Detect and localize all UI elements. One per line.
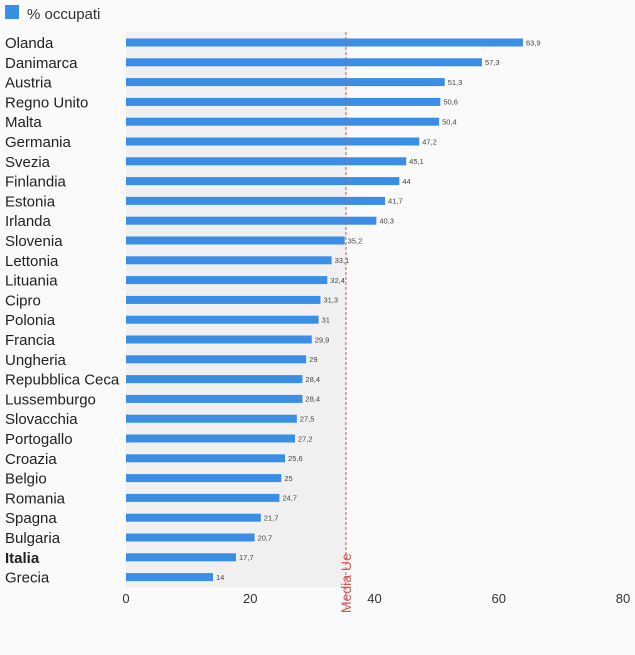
bar: [126, 58, 482, 67]
category-label: Cipro: [5, 292, 41, 309]
category-label: Grecia: [5, 570, 50, 587]
bar: [126, 434, 295, 443]
category-label: Slovacchia: [5, 411, 78, 428]
category-label: Malta: [5, 114, 42, 131]
category-label: Repubblica Ceca: [5, 372, 120, 389]
bars-group: Olanda 63,9 Danimarca 57,3 Austria 51,3 Regno …: [5, 35, 541, 587]
value-label: 31,3: [323, 296, 338, 305]
bar: [126, 335, 312, 344]
category-label: Francia: [5, 332, 56, 349]
value-label: 24,7: [282, 494, 297, 503]
bar: [126, 256, 332, 265]
bar: [126, 38, 523, 47]
category-label: Irlanda: [5, 213, 52, 230]
category-label: Finlandia: [5, 174, 67, 191]
value-label: 63,9: [526, 38, 541, 47]
x-tick-label: 20: [243, 591, 257, 606]
legend-swatch: [5, 5, 19, 19]
category-label: Spagna: [5, 510, 57, 527]
category-label: Belgio: [5, 471, 47, 488]
value-label: 29: [309, 355, 317, 364]
value-label: 47,2: [422, 137, 437, 146]
category-label: Lituania: [5, 273, 58, 290]
category-label: Austria: [5, 75, 52, 92]
bar: [126, 276, 328, 285]
value-label: 25: [284, 474, 292, 483]
bar: [126, 196, 386, 205]
bar: [126, 513, 261, 522]
bar: [126, 97, 441, 106]
bar: [126, 414, 297, 423]
category-label: Portogallo: [5, 431, 73, 448]
value-label: 40,3: [379, 217, 394, 226]
bar: [126, 474, 282, 483]
bar: [126, 454, 286, 463]
bar: [126, 117, 440, 126]
category-label: Regno Unito: [5, 94, 88, 111]
bar: [126, 394, 303, 403]
value-label: 20,7: [258, 533, 273, 542]
value-label: 25,6: [288, 454, 303, 463]
value-label: 17,7: [239, 553, 254, 562]
bar: [126, 355, 307, 364]
category-label: Olanda: [5, 35, 54, 52]
x-tick-label: 80: [616, 591, 630, 606]
value-label: 21,7: [264, 514, 279, 523]
bar: [126, 216, 377, 225]
value-label: 29,9: [315, 335, 330, 344]
category-label: Italia: [5, 550, 40, 567]
legend-label: % occupati: [27, 6, 100, 23]
value-label: 14: [216, 573, 224, 582]
value-label: 28,4: [305, 375, 320, 384]
bar: [126, 315, 319, 324]
bar: [126, 375, 303, 384]
value-label: 57,3: [485, 58, 500, 67]
category-label: Polonia: [5, 312, 56, 329]
value-label: 50,4: [442, 118, 457, 127]
bar: [126, 573, 213, 582]
legend: % occupati: [5, 5, 100, 23]
bar: [126, 157, 407, 166]
bar: [126, 533, 255, 542]
category-label: Lussemburgo: [5, 391, 96, 408]
bar: [126, 78, 445, 87]
value-label: 51,3: [448, 78, 463, 87]
category-label: Lettonia: [5, 253, 59, 270]
x-axis: 0 20 40 60 80: [122, 591, 630, 606]
category-label: Svezia: [5, 154, 51, 171]
x-tick-label: 40: [367, 591, 381, 606]
value-label: 31: [322, 316, 330, 325]
category-label: Ungheria: [5, 352, 67, 369]
bar: [126, 177, 400, 186]
category-label: Slovenia: [5, 233, 63, 250]
value-label: 45,1: [409, 157, 424, 166]
x-tick-label: 0: [122, 591, 129, 606]
bar: [126, 236, 345, 245]
value-label: 27,2: [298, 434, 313, 443]
bar: [126, 137, 420, 146]
value-label: 33,1: [335, 256, 350, 265]
category-label: Croazia: [5, 451, 57, 468]
value-label: 50,6: [443, 98, 458, 107]
reference-line-label: Media Ue: [338, 553, 354, 613]
value-label: 27,5: [300, 415, 315, 424]
value-label: 35,2: [348, 236, 363, 245]
category-label: Danimarca: [5, 55, 78, 72]
x-tick-label: 60: [492, 591, 506, 606]
category-label: Germania: [5, 134, 72, 151]
value-label: 44: [402, 177, 410, 186]
value-label: 32,4: [330, 276, 345, 285]
value-label: 28,4: [305, 395, 320, 404]
bar: [126, 295, 321, 304]
reference-band: [126, 32, 346, 588]
category-label: Bulgaria: [5, 530, 61, 547]
bar: [126, 553, 236, 562]
category-label: Romania: [5, 490, 66, 507]
category-label: Estonia: [5, 193, 56, 210]
value-label: 41,7: [388, 197, 403, 206]
bar: [126, 493, 280, 502]
